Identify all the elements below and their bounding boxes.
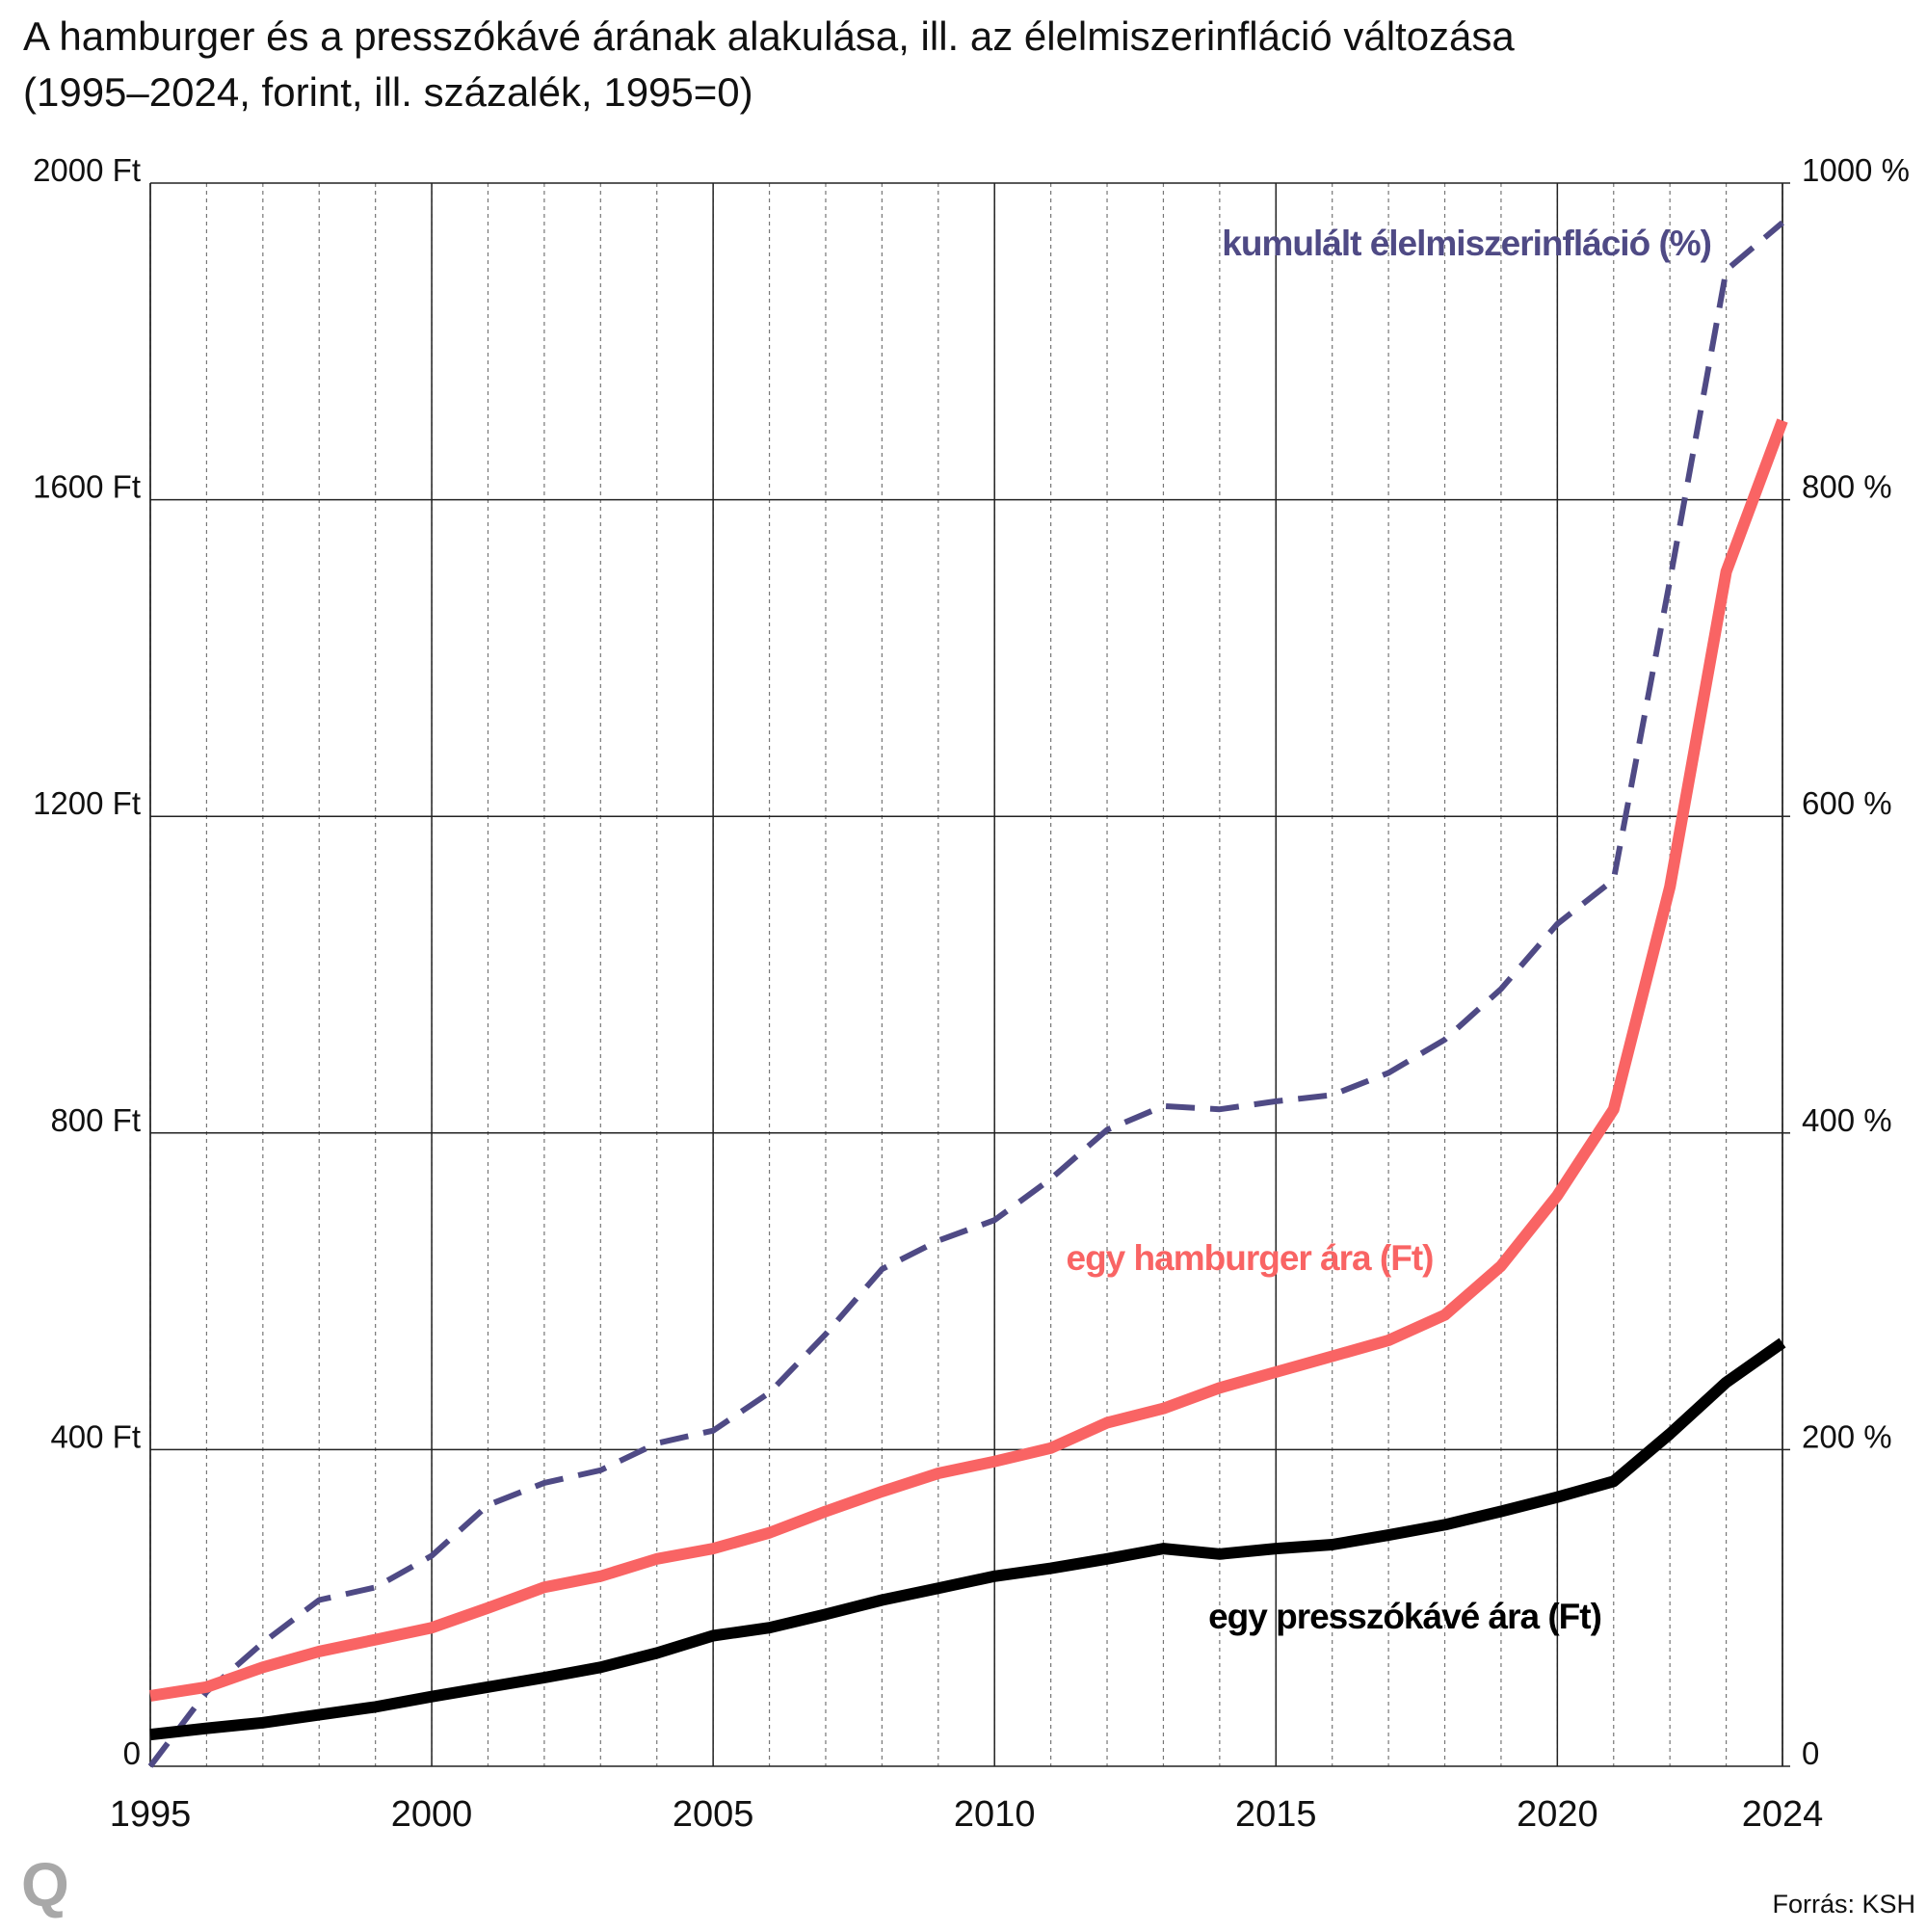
x-tick-label: 2000 [391,1794,473,1835]
y-tick-label: 0 [123,1735,141,1771]
y-tick-label: 400 Ft [50,1418,141,1454]
y2-tick-label: 400 % [1802,1102,1892,1138]
series-label: egy hamburger ára (Ft) [1067,1238,1434,1278]
y2-tick-label: 600 % [1802,785,1892,821]
y2-tick-label: 1000 % [1802,152,1910,188]
series-line [149,1337,1786,1741]
y2-tick-label: 200 % [1802,1418,1892,1454]
x-tick-label: 2010 [954,1794,1036,1835]
series-label: egy presszókávé ára (Ft) [1208,1597,1601,1636]
series-line [147,220,1784,1768]
y2-tick-label: 800 % [1802,469,1892,505]
x-tick-label: 2015 [1235,1794,1317,1835]
x-tick-label: 2020 [1517,1794,1598,1835]
series-line [149,418,1788,1702]
x-tick-label: 1995 [110,1794,192,1835]
y-tick-label: 1600 Ft [33,469,141,505]
y-tick-label: 800 Ft [50,1102,141,1138]
source: Forrás: KSH [1772,1890,1915,1919]
y2-tick-label: 0 [1802,1735,1819,1771]
x-tick-label: 2024 [1742,1794,1824,1835]
y-tick-label: 1200 Ft [33,785,141,821]
series-label: kumulált élelmiszerinfláció (%) [1222,224,1711,263]
chart-title: A hamburger és a presszókávé árának alak… [23,13,1515,59]
x-tick-label: 2005 [673,1794,754,1835]
logo: Q [21,1850,69,1919]
chart-subtitle: (1995–2024, forint, ill. százalék, 1995=… [23,69,753,115]
y-tick-label: 2000 Ft [33,152,141,188]
